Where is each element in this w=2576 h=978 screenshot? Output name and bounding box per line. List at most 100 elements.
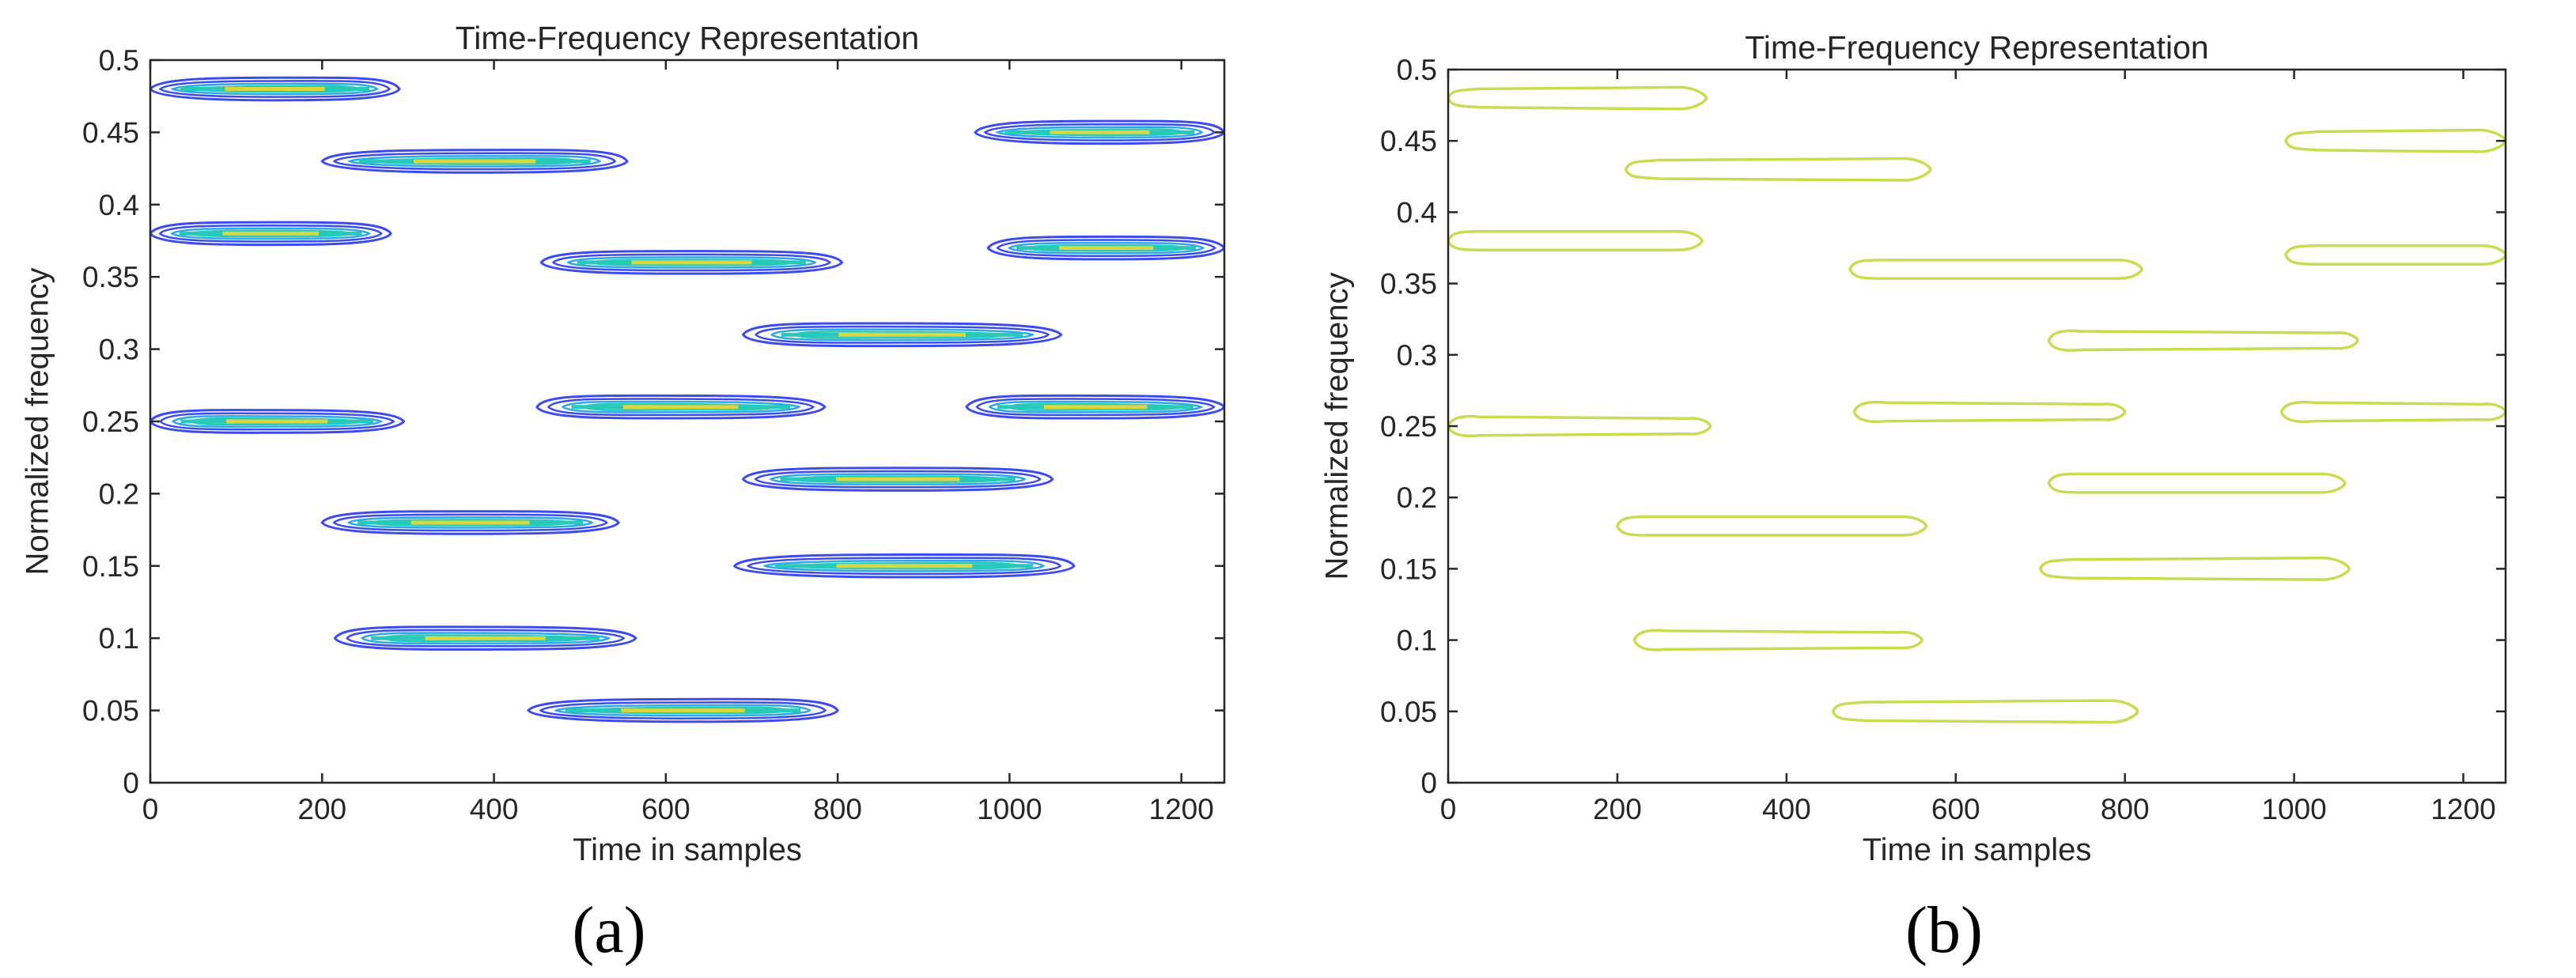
contour-a-5-level-1 [346, 629, 626, 648]
contour-b-3 [1624, 157, 1932, 182]
contour-b-12 [2284, 128, 2506, 153]
contour-a-14-level-1 [975, 398, 1216, 417]
ytick-label-b-8: 0.4 [1397, 196, 1437, 228]
ytick-label-b-0: 0 [1420, 767, 1437, 799]
xtick-label-b-1: 200 [1593, 793, 1642, 825]
ytick-label-a-8: 0.4 [99, 189, 139, 221]
chart-b: 0 200 400 600 800 1000 1200 0 0.05 0.1 0.15 0.2 0.25… [1320, 29, 2507, 867]
contour-a-3-level-0 [320, 149, 629, 174]
contour-a-8-level-2 [561, 400, 801, 413]
ytick-label-a-9: 0.45 [82, 116, 139, 149]
contour-b-4 [1616, 515, 1928, 537]
contour-a-2-level-1 [159, 412, 395, 431]
x-axis-label-a: Time in samples [573, 833, 802, 867]
ytick-label-b-4: 0.2 [1397, 481, 1437, 514]
ytick-label-b-6: 0.3 [1397, 339, 1437, 372]
ytick-label-b-10: 0.5 [1397, 54, 1437, 86]
contour-a-11-level-0 [741, 322, 1063, 348]
xtick-label-a-1: 200 [297, 793, 346, 825]
ytick-label-b-5: 0.25 [1380, 410, 1437, 443]
contour-a-4-level-2 [346, 516, 594, 529]
contour-a-6-level-1 [539, 701, 827, 719]
contour-a-14-level-2 [988, 400, 1204, 413]
contour-a-0-level-0 [150, 76, 401, 102]
chart-a: 0 200 400 600 800 1000 1200 0 0.05 0.1 0.15 0.2 0.25… [21, 20, 1226, 867]
contour-a-9-level-0 [732, 553, 1076, 579]
ytick-label-b-7: 0.35 [1380, 268, 1437, 300]
contour-a-13-level-0 [986, 235, 1224, 261]
contour-a-10-level-1 [754, 470, 1042, 489]
contour-b-9 [2038, 556, 2351, 581]
contour-a-10-level-2 [769, 473, 1027, 485]
contour-b-14 [2279, 400, 2506, 424]
contour-a-13-level-2 [1007, 241, 1205, 255]
contour-a-13-level-1 [996, 239, 1216, 257]
contour-a-4-level-0 [320, 510, 620, 535]
contour-b-2 [1448, 414, 1712, 438]
contour-a-3-level-1 [332, 152, 617, 171]
contour-b-11 [2047, 329, 2359, 352]
xtick-label-b-0: 0 [1440, 793, 1457, 825]
contour-a-12-level-2 [995, 126, 1204, 139]
contour-b-7 [1848, 259, 2143, 281]
contour-a-2-level-2 [171, 415, 384, 428]
contour-a-7-level-2 [566, 256, 817, 269]
contour-a-12-level-1 [983, 123, 1216, 142]
ytick-label-a-6: 0.3 [99, 334, 139, 366]
contour-b-1 [1448, 230, 1704, 251]
ytick-label-a-5: 0.25 [82, 406, 139, 438]
contour-a-1-level-0 [150, 221, 393, 247]
ytick-label-a-1: 0.05 [82, 695, 139, 727]
contour-a-7-level-0 [539, 250, 844, 275]
chart-title-b: Time-Frequency Representation [1745, 29, 2208, 66]
contour-a-12-level-0 [973, 119, 1224, 145]
contour-a-1-level-2 [170, 227, 372, 240]
ytick-label-b-9: 0.45 [1380, 125, 1437, 157]
contour-a-6-level-0 [527, 697, 839, 723]
xtick-label-b-2: 400 [1762, 793, 1811, 825]
contour-b-6 [1831, 699, 2139, 724]
contour-b-5 [1632, 629, 1923, 651]
contour-a-6-level-2 [554, 704, 812, 717]
ytick-label-b-1: 0.05 [1380, 696, 1437, 728]
xtick-label-a-0: 0 [142, 793, 159, 825]
contour-a-3-level-2 [346, 154, 602, 168]
contour-a-4-level-1 [332, 513, 608, 532]
ytick-label-a-7: 0.35 [82, 261, 139, 293]
xtick-label-b-6: 1200 [2430, 793, 2495, 825]
ytick-label-b-3: 0.15 [1380, 553, 1437, 585]
ytick-label-a-10: 0.5 [99, 44, 139, 77]
contour-a-11-level-1 [755, 325, 1050, 344]
caption-a: (a) [572, 893, 646, 967]
contour-b-8 [1852, 400, 2127, 424]
xtick-label-b-4: 800 [2101, 793, 2150, 825]
contours-a [150, 76, 1224, 723]
contour-a-5-level-0 [333, 625, 637, 651]
ytick-label-a-0: 0 [123, 767, 139, 799]
contour-b-13 [2284, 244, 2506, 266]
y-axis-label-b: Normalized frequency [1320, 272, 1355, 580]
ytick-label-a-4: 0.2 [99, 478, 139, 510]
contour-a-7-level-1 [551, 253, 832, 272]
xtick-label-b-3: 600 [1931, 793, 1980, 825]
caption-b: (b) [1905, 893, 1983, 967]
ytick-label-a-2: 0.1 [99, 622, 139, 655]
plot-area-b [1448, 70, 2506, 783]
ytick-label-a-3: 0.15 [82, 550, 139, 583]
contour-a-9-level-1 [746, 557, 1062, 576]
xtick-label-a-2: 400 [470, 793, 519, 825]
contour-a-0-level-2 [170, 82, 379, 96]
x-axis-label-b: Time in samples [1863, 833, 2092, 867]
xtick-label-b-5: 1000 [2261, 793, 2326, 825]
contour-a-8-level-0 [535, 394, 827, 420]
contour-a-2-level-0 [150, 409, 406, 434]
contour-b-10 [2047, 472, 2347, 494]
contour-a-0-level-1 [158, 80, 392, 98]
contour-a-5-level-2 [360, 632, 611, 645]
ytick-label-b-2: 0.1 [1397, 625, 1437, 657]
xtick-label-a-3: 600 [641, 793, 690, 825]
contour-a-1-level-1 [158, 225, 383, 243]
contours-b [1448, 85, 2506, 724]
contour-a-10-level-0 [741, 466, 1054, 492]
